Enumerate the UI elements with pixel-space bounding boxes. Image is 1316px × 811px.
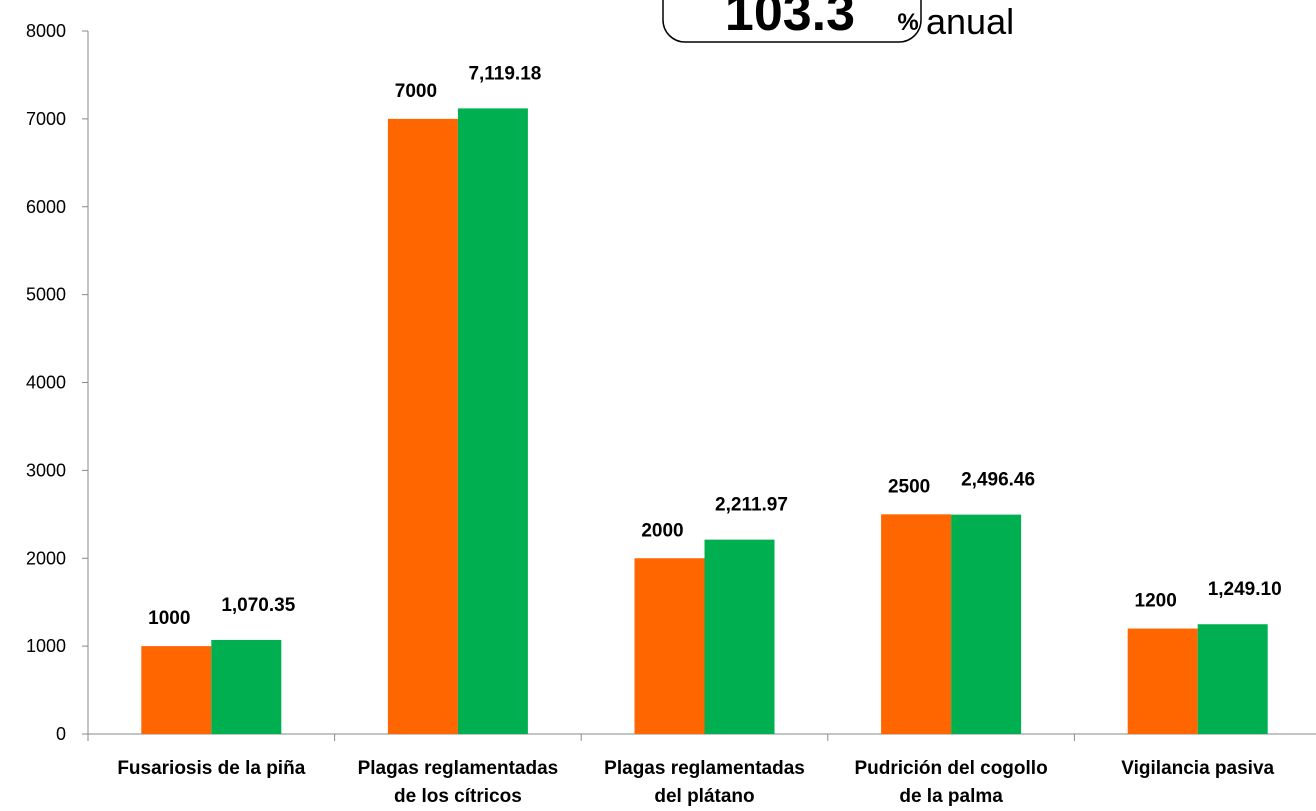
x-tick-label: Plagas reglamentadas [604,758,805,779]
y-tick-label: 1000 [26,636,66,656]
data-label: 2,496.46 [961,470,1035,491]
y-tick-label: 8000 [26,21,66,41]
bar [1127,628,1198,734]
data-label: 2500 [888,476,930,497]
x-tick-label: Pudrición del cogollo [855,758,1048,779]
y-tick-label: 7000 [26,109,66,129]
bar [1197,624,1268,734]
data-label: 2,211.97 [715,495,788,516]
data-label: 1,070.35 [221,595,295,616]
data-label: 2000 [641,520,683,541]
x-tick-label: de los cítricos [394,786,522,807]
data-label: 7000 [395,81,437,102]
annotation-text: anual [926,1,1014,42]
bar [387,118,458,734]
bar [457,108,528,735]
x-tick-label: Plagas reglamentadas [358,758,559,779]
data-label: 1000 [148,608,190,629]
x-tick-label: del plátano [654,786,754,807]
y-tick-label: 3000 [26,460,66,480]
x-tick-label: Vigilancia pasiva [1121,758,1274,779]
data-label: 1200 [1135,591,1177,612]
bar [951,514,1022,734]
x-tick-label: de la palma [899,786,1003,807]
bar [141,646,212,734]
bar [634,558,705,734]
bar [211,639,282,734]
annotation-box [662,0,922,43]
annotation-unit: % [897,9,918,36]
data-label: 1,249.10 [1208,579,1282,600]
bar [881,514,952,734]
bar [704,539,775,734]
y-tick-label: 5000 [26,285,66,305]
y-tick-label: 0 [56,724,66,744]
data-label: 7,119.18 [468,63,541,84]
y-tick-label: 6000 [26,197,66,217]
y-tick-label: 4000 [26,373,66,393]
y-tick-label: 2000 [26,548,66,568]
annotation-value: 103.3 [725,0,855,42]
x-tick-label: Fusariosis de la piña [117,758,305,779]
